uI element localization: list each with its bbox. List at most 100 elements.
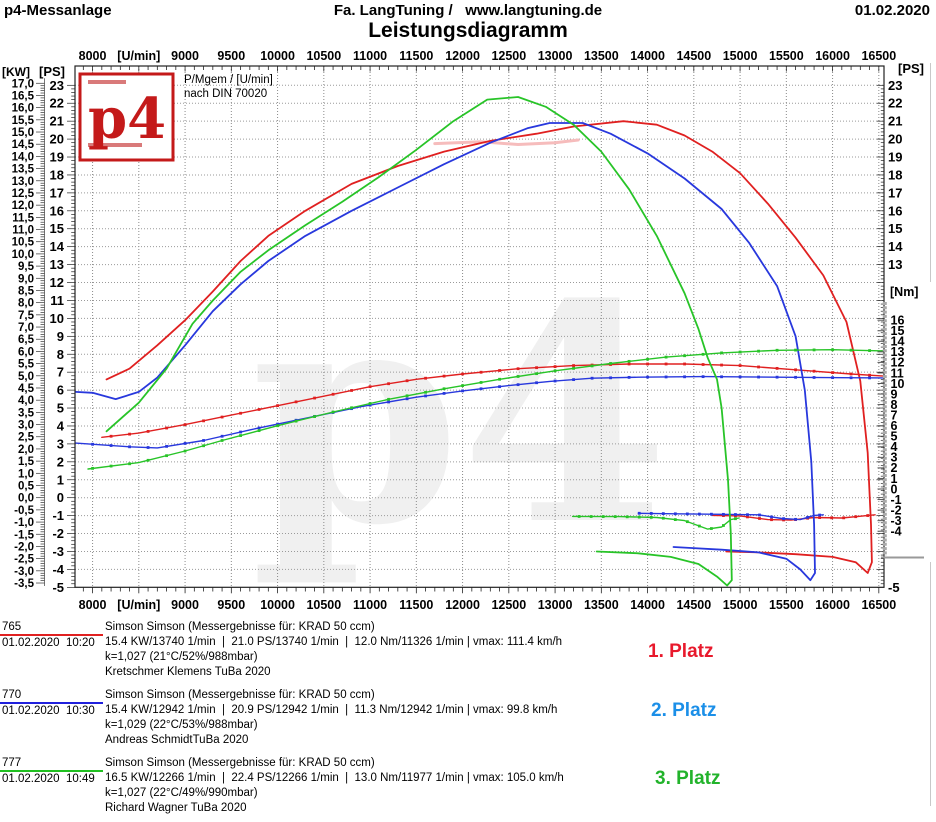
svg-text:13000: 13000 xyxy=(538,598,573,612)
svg-text:13,0: 13,0 xyxy=(12,176,34,188)
svg-text:-3,5: -3,5 xyxy=(14,578,34,590)
svg-text:7,0: 7,0 xyxy=(18,322,34,334)
svg-text:-3: -3 xyxy=(52,544,64,559)
svg-text:4,5: 4,5 xyxy=(18,383,35,395)
svg-text:11500: 11500 xyxy=(399,49,433,63)
svg-text:15500: 15500 xyxy=(769,49,804,63)
svg-text:2: 2 xyxy=(891,461,898,475)
svg-text:15000: 15000 xyxy=(723,598,758,612)
svg-text:17: 17 xyxy=(888,185,902,200)
svg-text:[U/min]: [U/min] xyxy=(117,49,160,63)
run-details: Simson Simson (Messergebnisse für: KRAD … xyxy=(105,688,557,748)
run-number: 765 xyxy=(2,621,22,633)
svg-text:17,0: 17,0 xyxy=(12,78,34,90)
svg-text:16,5: 16,5 xyxy=(12,90,35,102)
svg-text:12,0: 12,0 xyxy=(12,200,34,212)
run-underline xyxy=(0,634,103,636)
svg-text:2,0: 2,0 xyxy=(18,444,34,456)
svg-text:8000: 8000 xyxy=(79,49,107,63)
svg-text:11500: 11500 xyxy=(399,598,433,612)
svg-text:16: 16 xyxy=(50,203,64,218)
svg-text:-2: -2 xyxy=(891,503,902,517)
rank-badge-3: 3. Platz xyxy=(655,768,721,789)
report-date: 01.02.2020 xyxy=(854,2,930,19)
svg-text:-3: -3 xyxy=(891,514,902,528)
svg-text:-2,5: -2,5 xyxy=(14,554,34,566)
legend: p4 P/Mgem / [U/min] nach DIN 70020 xyxy=(78,72,273,162)
run-underline xyxy=(0,770,103,772)
svg-text:14500: 14500 xyxy=(676,49,711,63)
svg-text:6: 6 xyxy=(891,419,898,433)
svg-text:-1,5: -1,5 xyxy=(14,529,34,541)
svg-text:8: 8 xyxy=(891,398,898,412)
svg-text:14,5: 14,5 xyxy=(12,139,35,151)
axes: 80008000[U/min][U/min]900090009500950010… xyxy=(2,49,924,612)
svg-text:4: 4 xyxy=(891,440,898,454)
svg-text:16000: 16000 xyxy=(815,49,850,63)
svg-text:9,0: 9,0 xyxy=(18,273,34,285)
svg-text:[U/min]: [U/min] xyxy=(117,598,160,612)
svg-text:-2,0: -2,0 xyxy=(14,541,34,553)
svg-text:11: 11 xyxy=(50,293,64,308)
svg-text:6,0: 6,0 xyxy=(18,346,34,358)
svg-text:1: 1 xyxy=(57,472,64,487)
svg-text:1,5: 1,5 xyxy=(18,456,35,468)
svg-text:10: 10 xyxy=(891,377,905,391)
svg-text:8,5: 8,5 xyxy=(18,285,35,297)
svg-text:11: 11 xyxy=(891,366,904,380)
app-title: p4-Messanlage xyxy=(4,2,112,19)
svg-text:21: 21 xyxy=(888,114,902,129)
series-run-777 xyxy=(87,96,884,587)
run-details: Simson Simson (Messergebnisse für: KRAD … xyxy=(105,620,562,680)
svg-text:22: 22 xyxy=(50,96,64,111)
svg-text:18: 18 xyxy=(888,167,902,182)
svg-text:11,5: 11,5 xyxy=(12,212,34,224)
svg-text:9500: 9500 xyxy=(217,598,245,612)
svg-text:-4: -4 xyxy=(52,562,64,577)
run-correction: k=1,029 (22°C/53%/988mbar) xyxy=(105,719,258,731)
svg-text:4: 4 xyxy=(57,418,65,433)
svg-text:0: 0 xyxy=(891,482,898,496)
logo-fine-print-top xyxy=(88,80,126,84)
svg-text:1,0: 1,0 xyxy=(18,468,34,480)
run-datetime: 01.02.2020 10:49 xyxy=(2,773,95,785)
svg-text:13500: 13500 xyxy=(584,49,619,63)
svg-text:-5: -5 xyxy=(888,580,900,595)
run-number: 770 xyxy=(2,689,22,701)
svg-text:10,5: 10,5 xyxy=(12,237,35,249)
company-header: Fa. LangTuning / www.langtuning.de xyxy=(333,2,603,19)
rank-badge-2: 2. Platz xyxy=(651,700,717,721)
svg-text:9: 9 xyxy=(891,387,898,401)
legend-line-2: nach DIN 70020 xyxy=(184,88,267,100)
rank-badge-1: 1. Platz xyxy=(648,641,714,662)
svg-text:13500: 13500 xyxy=(584,598,619,612)
svg-text:5: 5 xyxy=(891,430,898,444)
run-details: Simson Simson (Messergebnisse für: KRAD … xyxy=(105,756,564,816)
run-datetime: 01.02.2020 10:20 xyxy=(2,637,95,649)
svg-text:7: 7 xyxy=(891,408,898,422)
svg-text:14: 14 xyxy=(888,239,903,254)
svg-text:12000: 12000 xyxy=(445,49,480,63)
run-values: 15.4 KW/12942 1/min | 20.9 PS/12942 1/mi… xyxy=(105,704,558,716)
svg-text:3: 3 xyxy=(57,436,64,451)
svg-text:9500: 9500 xyxy=(217,49,245,63)
svg-text:8,0: 8,0 xyxy=(18,298,34,310)
svg-text:22: 22 xyxy=(888,96,902,111)
svg-text:0,0: 0,0 xyxy=(18,493,34,505)
svg-text:2: 2 xyxy=(57,454,64,469)
curves xyxy=(75,96,884,587)
svg-text:16500: 16500 xyxy=(861,49,896,63)
svg-text:0: 0 xyxy=(57,490,64,505)
svg-text:0,5: 0,5 xyxy=(18,481,35,493)
svg-text:10,0: 10,0 xyxy=(12,249,34,261)
svg-text:10000: 10000 xyxy=(260,49,295,63)
svg-text:19: 19 xyxy=(50,150,64,165)
svg-text:10000: 10000 xyxy=(260,598,295,612)
svg-text:16,0: 16,0 xyxy=(12,103,34,115)
svg-text:7,5: 7,5 xyxy=(18,310,35,322)
svg-text:14000: 14000 xyxy=(630,49,665,63)
watermark: p4 xyxy=(251,238,670,591)
run-values: 15.4 KW/13740 1/min | 21.0 PS/13740 1/mi… xyxy=(105,636,563,648)
